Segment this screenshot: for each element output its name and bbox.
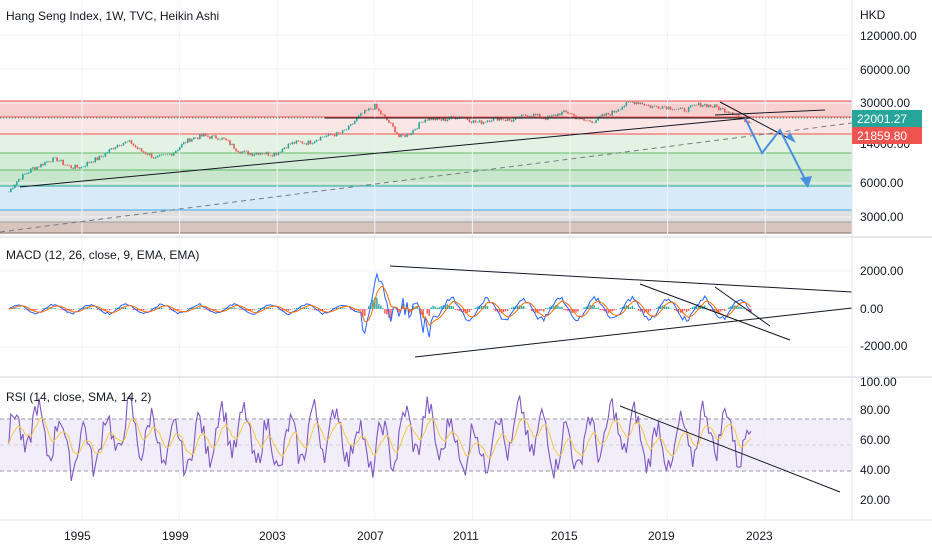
macd-lower-trendline — [414, 307, 853, 358]
fib-zone — [0, 101, 852, 117]
fib-zone — [0, 170, 852, 186]
rsi-line — [8, 394, 752, 482]
signal-line — [8, 285, 752, 327]
macd-pane-title: MACD (12, 26, close, 9, EMA, EMA) — [6, 248, 199, 262]
macd-tick: 2000.00 — [860, 264, 904, 278]
fib-zone — [0, 134, 852, 153]
macd-tick: 0.00 — [860, 302, 884, 316]
time-tick: 1995 — [64, 529, 91, 543]
time-tick: 2007 — [357, 529, 384, 543]
short-downtrend-line — [719, 101, 793, 141]
rsi-tick: 40.00 — [860, 463, 890, 477]
time-tick: 2023 — [746, 529, 773, 543]
time-scale[interactable]: 1995 1999 2003 2007 2011 2015 2019 2023 — [64, 529, 773, 543]
dashed-long-trendline — [0, 122, 853, 233]
support-trendline — [19, 117, 751, 188]
rsi-ma-line — [8, 417, 752, 459]
prev-price-badge — [852, 127, 922, 144]
macd-tick: -2000.00 — [860, 339, 908, 353]
grid-lines — [0, 0, 852, 520]
macd-down-trendline — [639, 283, 791, 341]
price-pane-title: Hang Seng Index, 1W, TVC, Heikin Ashi — [6, 9, 219, 23]
rsi-scale[interactable]: 100.00 80.00 60.00 40.00 20.00 — [860, 375, 897, 507]
time-tick: 2003 — [259, 529, 286, 543]
rsi-pane-title: RSI (14, close, SMA, 14, 2) — [6, 390, 151, 404]
projection-arrow-head — [800, 176, 812, 188]
rsi-down-trendline — [619, 405, 841, 493]
currency-label: HKD — [860, 8, 886, 22]
fib-zone — [0, 153, 852, 170]
time-tick: 2011 — [453, 529, 479, 543]
macd-line — [8, 272, 752, 338]
macd-short-trendline — [714, 286, 771, 327]
price-tick: 3000.00 — [860, 210, 904, 224]
fib-zone — [0, 186, 852, 210]
rsi-series — [0, 394, 852, 482]
time-tick: 2019 — [648, 529, 675, 543]
price-tick: 6000.00 — [860, 176, 904, 190]
rsi-tick: 60.00 — [860, 433, 890, 447]
trendline-drawings — [0, 101, 853, 493]
time-tick: 2015 — [551, 529, 578, 543]
price-tick: 120000.00 — [860, 29, 917, 43]
projection-arrow-head — [786, 132, 796, 143]
rsi-tick: 80.00 — [860, 403, 890, 417]
rsi-tick: 100.00 — [860, 375, 897, 389]
last-price-badge — [852, 110, 922, 127]
prev-price-label: 21859.80 — [857, 129, 907, 143]
macd-scale[interactable]: 2000.00 0.00 -2000.00 — [860, 264, 908, 353]
upper-trendline — [714, 109, 826, 116]
price-tick: 60000.00 — [860, 63, 910, 77]
time-tick: 1999 — [162, 529, 189, 543]
last-price-label: 22001.27 — [857, 112, 907, 126]
fib-zone — [0, 117, 852, 134]
fib-zone — [0, 222, 852, 233]
fibonacci-zones — [0, 100, 852, 234]
price-tick: 30000.00 — [860, 96, 910, 110]
rsi-tick: 20.00 — [860, 493, 890, 507]
macd-upper-trendline — [389, 265, 853, 293]
macd-series — [8, 272, 752, 338]
fib-zone — [0, 210, 852, 222]
projection-arrow-path — [744, 117, 809, 186]
